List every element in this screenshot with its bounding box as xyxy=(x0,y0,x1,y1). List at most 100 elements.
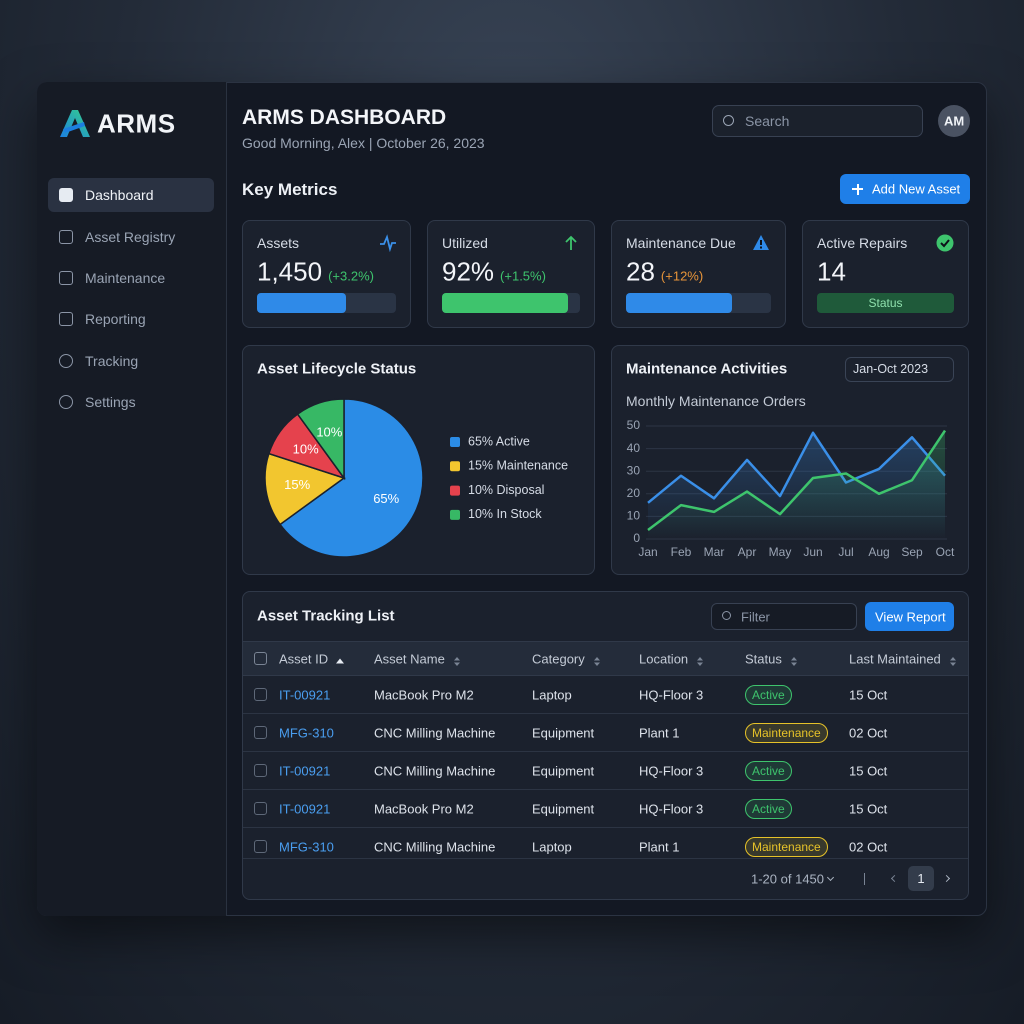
sort-icon xyxy=(336,654,345,664)
table-cell: HQ-Floor 3 xyxy=(639,687,704,703)
table-header xyxy=(243,641,968,676)
metric-label: Maintenance Due xyxy=(626,235,736,251)
filter-box[interactable] xyxy=(711,603,857,630)
metric-value: 92% xyxy=(442,256,495,287)
nav-icon xyxy=(59,188,73,202)
asset-id-link[interactable]: MFG-310 xyxy=(279,725,334,741)
sort-both xyxy=(697,656,704,666)
view-report-label: View Report xyxy=(875,609,946,625)
metric-value-row: 92% (+1.5%) xyxy=(442,257,546,288)
column-header-text: Last Maintained xyxy=(849,651,941,667)
column-header-text: Status xyxy=(745,651,782,667)
nav-item[interactable]: Dashboard xyxy=(85,187,154,203)
avatar[interactable] xyxy=(938,105,970,137)
period-dropdown[interactable] xyxy=(845,357,954,382)
add-button-label: Add New Asset xyxy=(872,181,961,197)
filter-placeholder: Filter xyxy=(741,609,770,625)
filter-icon xyxy=(722,611,731,620)
row-divider xyxy=(243,789,968,790)
table-cell: CNC Milling Machine xyxy=(374,763,496,779)
column-header[interactable]: Location xyxy=(639,652,704,667)
view-report-button[interactable] xyxy=(865,602,954,631)
table-cell: 15 Oct xyxy=(849,687,888,703)
table-cell: MacBook Pro M2 xyxy=(374,687,474,703)
warning-icon xyxy=(753,235,769,250)
table-cell: Plant 1 xyxy=(639,839,680,855)
column-header[interactable]: Last Maintained xyxy=(849,652,957,667)
column-header[interactable]: Status xyxy=(745,652,798,667)
sort-both xyxy=(453,656,460,666)
metric-value: 14 xyxy=(817,256,846,287)
pulse-icon xyxy=(380,234,396,253)
nav-item[interactable]: Reporting xyxy=(85,311,146,327)
page-button[interactable] xyxy=(908,866,934,891)
check-icon xyxy=(936,234,954,252)
progress-fill xyxy=(626,293,732,313)
status-badge: Active xyxy=(745,799,792,819)
metric-value-row: 28 (+12%) xyxy=(626,257,703,288)
status-badge: Maintenance xyxy=(745,837,828,857)
sort-both xyxy=(949,656,956,666)
row-checkbox[interactable] xyxy=(254,726,267,739)
table-cell: Plant 1 xyxy=(639,725,680,741)
sort-icon xyxy=(453,654,461,666)
metric-value-row: 14 xyxy=(817,257,846,288)
row-checkbox[interactable] xyxy=(254,764,267,777)
column-header[interactable]: Asset Name xyxy=(374,652,461,667)
metric-change: (+12%) xyxy=(660,268,704,284)
column-header-text: Location xyxy=(639,651,689,667)
nav-item[interactable]: Settings xyxy=(85,394,136,410)
column-header-text: Asset ID xyxy=(279,651,329,667)
metric-change: (+1.5%) xyxy=(500,268,546,284)
row-checkbox[interactable] xyxy=(254,688,267,701)
section-title: Key Metrics xyxy=(242,180,338,199)
sort-asc xyxy=(336,658,345,663)
metric-change: (+3.2%) xyxy=(328,268,374,284)
brand-logo xyxy=(58,107,92,139)
table-cell: Laptop xyxy=(532,839,572,855)
avatar-initials: AM xyxy=(944,113,965,129)
column-header-text: Category xyxy=(532,651,585,667)
search-box[interactable] xyxy=(712,105,923,137)
metric-label: Utilized xyxy=(442,235,488,251)
metric-value: 28 xyxy=(626,256,655,287)
sort-icon xyxy=(949,654,957,666)
nav-active[interactable] xyxy=(48,178,214,212)
nav-icon xyxy=(59,354,73,368)
metric-value-row: 1,450 (+3.2%) xyxy=(257,257,374,288)
period-label: Jan-Oct 2023 xyxy=(853,362,929,376)
chart-title: Asset Lifecycle Status xyxy=(257,360,417,378)
table-cell: Equipment xyxy=(532,725,595,741)
row-checkbox[interactable] xyxy=(254,840,267,853)
metric-icon xyxy=(752,234,770,252)
table-cell: CNC Milling Machine xyxy=(374,839,496,855)
nav-item[interactable]: Tracking xyxy=(85,353,139,369)
status-badge: Active xyxy=(745,685,792,705)
nav-item[interactable]: Asset Registry xyxy=(85,229,176,245)
asset-id-link[interactable]: IT-00921 xyxy=(279,763,331,779)
brand-name: ARMS xyxy=(97,108,176,139)
chart-title: Maintenance Activities xyxy=(626,360,788,378)
logo-icon xyxy=(60,110,90,137)
nav-item[interactable]: Maintenance xyxy=(85,270,166,286)
sort-icon xyxy=(593,654,601,666)
row-divider xyxy=(243,751,968,752)
column-header[interactable]: Asset ID xyxy=(279,651,345,667)
status-label: Status xyxy=(868,296,903,310)
header-checkbox[interactable] xyxy=(254,652,267,665)
nav-icon xyxy=(59,312,73,326)
table-title: Asset Tracking List xyxy=(257,607,395,625)
asset-id-link[interactable]: IT-00921 xyxy=(279,801,331,817)
first-page[interactable] xyxy=(864,873,873,885)
metric-label: Assets xyxy=(257,235,300,251)
status-badge: Maintenance xyxy=(745,723,828,743)
search-icon xyxy=(723,115,734,126)
column-header[interactable]: Category xyxy=(532,652,601,667)
greeting: Good Morning, Alex | October 26, 2023 xyxy=(242,135,485,151)
asset-id-link[interactable]: MFG-310 xyxy=(279,839,334,855)
column-header-text: Asset Name xyxy=(374,651,445,667)
nav-icon xyxy=(59,230,73,244)
asset-id-link[interactable]: IT-00921 xyxy=(279,687,331,703)
row-checkbox[interactable] xyxy=(254,802,267,815)
